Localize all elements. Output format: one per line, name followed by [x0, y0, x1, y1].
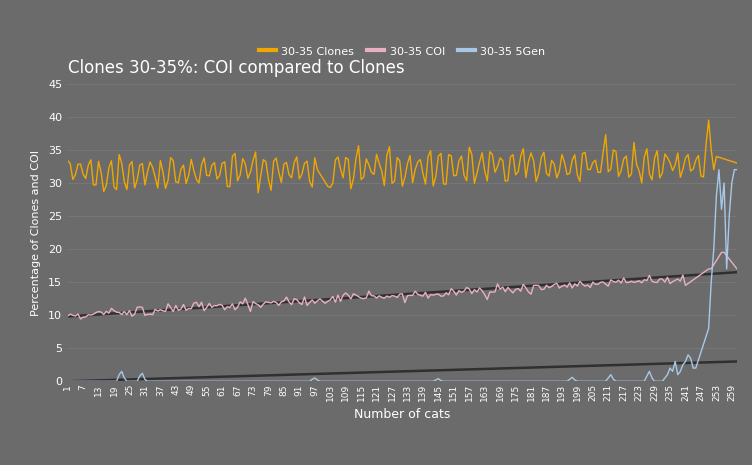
- 30-35 Clones: [732, 160, 741, 166]
- 30-35 COI: [107, 306, 116, 311]
- Legend: 30-35 Clones, 30-35 COI, 30-35 5Gen: 30-35 Clones, 30-35 COI, 30-35 5Gen: [255, 42, 550, 61]
- 30-35 Clones: [297, 172, 307, 177]
- 30-35 Clones: [414, 159, 423, 165]
- 30-35 COI: [414, 292, 423, 297]
- Y-axis label: Percentage of Clones and COI: Percentage of Clones and COI: [31, 150, 41, 315]
- 30-35 COI: [732, 266, 741, 272]
- 30-35 COI: [637, 280, 646, 286]
- 30-35 COI: [76, 316, 85, 322]
- Line: 30-35 5Gen: 30-35 5Gen: [68, 170, 737, 381]
- 30-35 5Gen: [311, 375, 320, 381]
- 30-35 5Gen: [714, 167, 723, 173]
- Line: 30-35 Clones: 30-35 Clones: [68, 120, 737, 193]
- 30-35 COI: [313, 298, 322, 304]
- 30-35 Clones: [704, 117, 713, 123]
- 30-35 5Gen: [114, 372, 123, 378]
- 30-35 COI: [717, 250, 726, 255]
- Text: Clones 30-35%: COI compared to Clones: Clones 30-35%: COI compared to Clones: [68, 59, 405, 77]
- 30-35 Clones: [105, 165, 114, 171]
- 30-35 5Gen: [105, 379, 114, 384]
- 30-35 5Gen: [732, 167, 741, 173]
- 30-35 COI: [297, 302, 307, 307]
- 30-35 Clones: [637, 180, 646, 186]
- 30-35 5Gen: [635, 379, 644, 384]
- 30-35 Clones: [63, 158, 72, 163]
- 30-35 COI: [117, 312, 126, 317]
- 30-35 5Gen: [411, 379, 420, 384]
- 30-35 Clones: [313, 167, 322, 173]
- 30-35 5Gen: [63, 379, 72, 384]
- 30-35 Clones: [114, 152, 123, 157]
- 30-35 Clones: [253, 190, 262, 196]
- Line: 30-35 COI: 30-35 COI: [68, 252, 737, 319]
- 30-35 COI: [63, 313, 72, 319]
- 30-35 5Gen: [295, 379, 304, 384]
- X-axis label: Number of cats: Number of cats: [354, 408, 450, 421]
